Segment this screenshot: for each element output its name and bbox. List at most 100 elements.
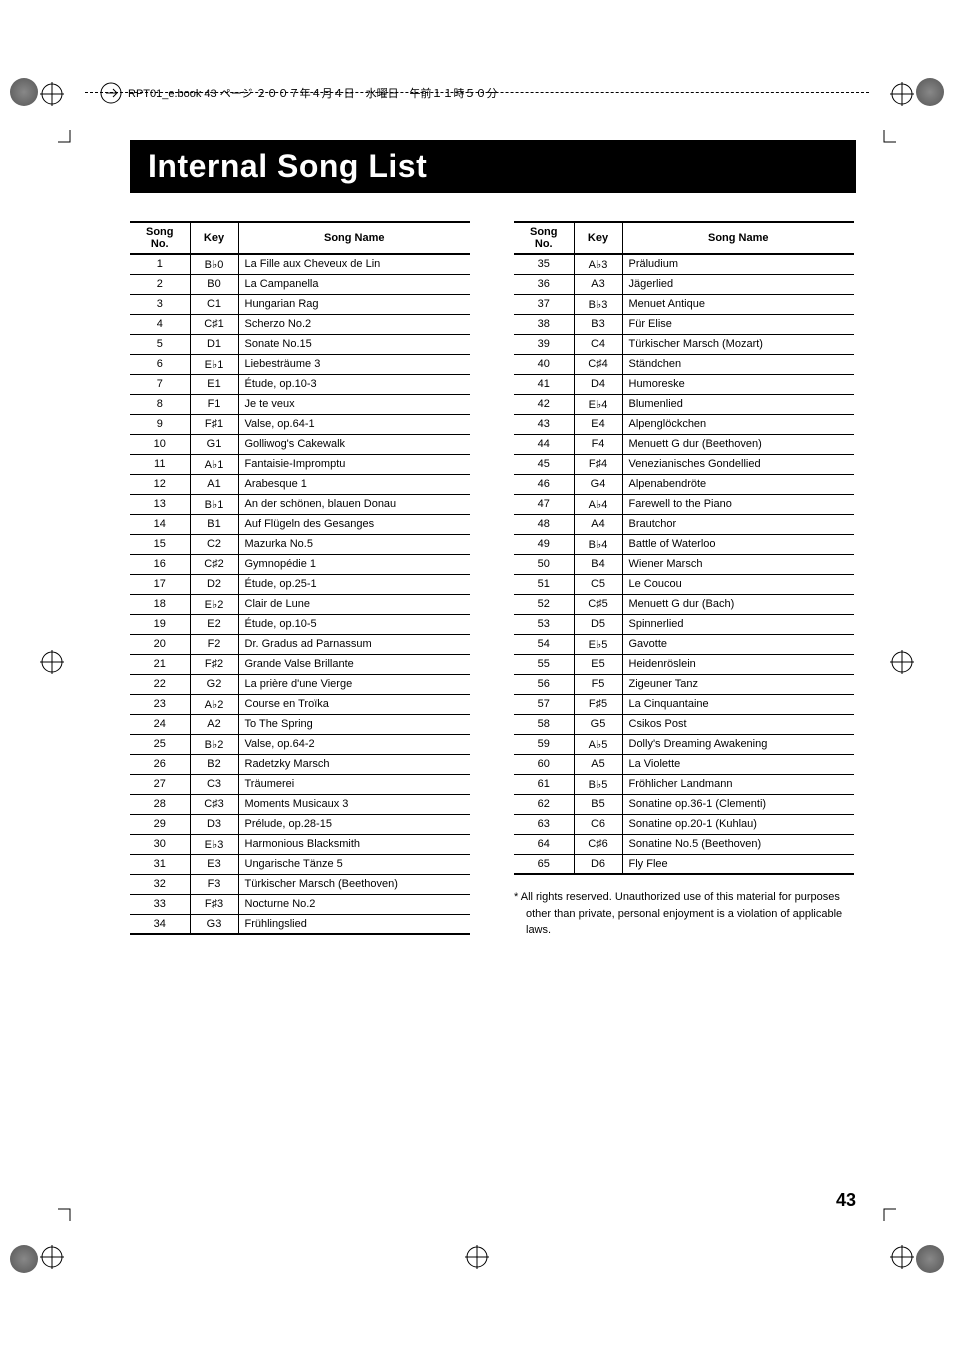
table-row: 40C♯4Ständchen xyxy=(514,354,854,374)
left-column: Song No. Key Song Name 1B♭0La Fille aux … xyxy=(130,221,470,939)
cell-key: C2 xyxy=(190,534,238,554)
cell-song-no: 60 xyxy=(514,754,574,774)
table-row: 30E♭3Harmonious Blacksmith xyxy=(130,834,470,854)
col-song-no: Song No. xyxy=(130,222,190,254)
cell-key: C1 xyxy=(190,294,238,314)
cell-song-name: Valse, op.64-2 xyxy=(238,734,470,754)
cell-song-name: Brautchor xyxy=(622,514,854,534)
cell-key: E3 xyxy=(190,854,238,874)
cell-song-name: Étude, op.10-5 xyxy=(238,614,470,634)
cell-song-no: 44 xyxy=(514,434,574,454)
cell-key: B0 xyxy=(190,274,238,294)
cell-key: D6 xyxy=(574,854,622,874)
cell-song-no: 25 xyxy=(130,734,190,754)
cell-song-name: Fantaisie-Impromptu xyxy=(238,454,470,474)
cell-song-no: 40 xyxy=(514,354,574,374)
cell-song-name: Jägerlied xyxy=(622,274,854,294)
table-row: 14B1Auf Flügeln des Gesanges xyxy=(130,514,470,534)
cell-song-name: An der schönen, blauen Donau xyxy=(238,494,470,514)
cell-song-no: 59 xyxy=(514,734,574,754)
cell-song-no: 2 xyxy=(130,274,190,294)
crop-mark-icon xyxy=(890,650,914,674)
table-row: 51C5Le Coucou xyxy=(514,574,854,594)
cell-song-no: 35 xyxy=(514,254,574,274)
cell-key: B♭2 xyxy=(190,734,238,754)
cell-song-name: Ungarische Tänze 5 xyxy=(238,854,470,874)
page-title: Internal Song List xyxy=(148,148,838,185)
cell-song-name: To The Spring xyxy=(238,714,470,734)
table-row: 16C♯2Gymnopédie 1 xyxy=(130,554,470,574)
cell-key: E4 xyxy=(574,414,622,434)
cell-key: D2 xyxy=(190,574,238,594)
cell-song-no: 43 xyxy=(514,414,574,434)
cell-song-name: Türkischer Marsch (Beethoven) xyxy=(238,874,470,894)
register-mark-icon xyxy=(916,1245,944,1273)
cell-song-name: Spinnerlied xyxy=(622,614,854,634)
cell-key: C♯2 xyxy=(190,554,238,574)
cell-song-name: Clair de Lune xyxy=(238,594,470,614)
cell-song-no: 32 xyxy=(130,874,190,894)
table-row: 61B♭5Fröhlicher Landmann xyxy=(514,774,854,794)
cell-song-no: 46 xyxy=(514,474,574,494)
cell-key: A♭1 xyxy=(190,454,238,474)
register-mark-icon xyxy=(916,78,944,106)
cell-song-name: Für Elise xyxy=(622,314,854,334)
cell-key: D4 xyxy=(574,374,622,394)
table-row: 31E3Ungarische Tänze 5 xyxy=(130,854,470,874)
table-row: 5D1Sonate No.15 xyxy=(130,334,470,354)
table-row: 57F♯5La Cinquantaine xyxy=(514,694,854,714)
cell-key: F5 xyxy=(574,674,622,694)
cell-song-name: Venezianisches Gondellied xyxy=(622,454,854,474)
cell-key: E♭4 xyxy=(574,394,622,414)
table-row: 63C6Sonatine op.20-1 (Kuhlau) xyxy=(514,814,854,834)
table-row: 41D4Humoreske xyxy=(514,374,854,394)
cell-key: F♯2 xyxy=(190,654,238,674)
cell-key: C4 xyxy=(574,334,622,354)
cell-song-no: 41 xyxy=(514,374,574,394)
cell-key: B1 xyxy=(190,514,238,534)
cell-song-name: Türkischer Marsch (Mozart) xyxy=(622,334,854,354)
cell-key: A♭5 xyxy=(574,734,622,754)
table-row: 26B2Radetzky Marsch xyxy=(130,754,470,774)
right-column: Song No. Key Song Name 35A♭3Präludium36A… xyxy=(514,221,856,939)
col-song-no: Song No. xyxy=(514,222,574,254)
cell-song-name: Le Coucou xyxy=(622,574,854,594)
cell-key: A♭3 xyxy=(574,254,622,274)
cell-song-name: Fröhlicher Landmann xyxy=(622,774,854,794)
cell-song-name: Gymnopédie 1 xyxy=(238,554,470,574)
table-row: 9F♯1Valse, op.64-1 xyxy=(130,414,470,434)
table-row: 33F♯3Nocturne No.2 xyxy=(130,894,470,914)
cell-key: C♯6 xyxy=(574,834,622,854)
table-row: 4C♯1Scherzo No.2 xyxy=(130,314,470,334)
cell-key: B♭4 xyxy=(574,534,622,554)
cell-song-name: La Cinquantaine xyxy=(622,694,854,714)
col-song-name: Song Name xyxy=(622,222,854,254)
crop-mark-icon xyxy=(890,82,914,106)
cell-key: B♭1 xyxy=(190,494,238,514)
cell-song-no: 63 xyxy=(514,814,574,834)
cell-song-no: 38 xyxy=(514,314,574,334)
table-row: 56F5Zigeuner Tanz xyxy=(514,674,854,694)
cell-key: A4 xyxy=(574,514,622,534)
cell-key: B2 xyxy=(190,754,238,774)
cell-song-name: Frühlingslied xyxy=(238,914,470,934)
cell-song-no: 39 xyxy=(514,334,574,354)
table-row: 15C2Mazurka No.5 xyxy=(130,534,470,554)
cell-song-name: Étude, op.25-1 xyxy=(238,574,470,594)
cell-song-no: 57 xyxy=(514,694,574,714)
song-table-left: Song No. Key Song Name 1B♭0La Fille aux … xyxy=(130,221,470,935)
cell-key: C♯3 xyxy=(190,794,238,814)
cell-key: A5 xyxy=(574,754,622,774)
table-header-row: Song No. Key Song Name xyxy=(130,222,470,254)
table-row: 47A♭4Farewell to the Piano xyxy=(514,494,854,514)
cell-song-name: Étude, op.10-3 xyxy=(238,374,470,394)
table-row: 49B♭4Battle of Waterloo xyxy=(514,534,854,554)
cell-key: F♯3 xyxy=(190,894,238,914)
table-row: 24A2To The Spring xyxy=(130,714,470,734)
cell-key: E♭3 xyxy=(190,834,238,854)
cell-song-no: 53 xyxy=(514,614,574,634)
cell-key: F♯1 xyxy=(190,414,238,434)
cell-song-no: 6 xyxy=(130,354,190,374)
cell-song-name: Dr. Gradus ad Parnassum xyxy=(238,634,470,654)
title-block: Internal Song List xyxy=(130,140,856,193)
